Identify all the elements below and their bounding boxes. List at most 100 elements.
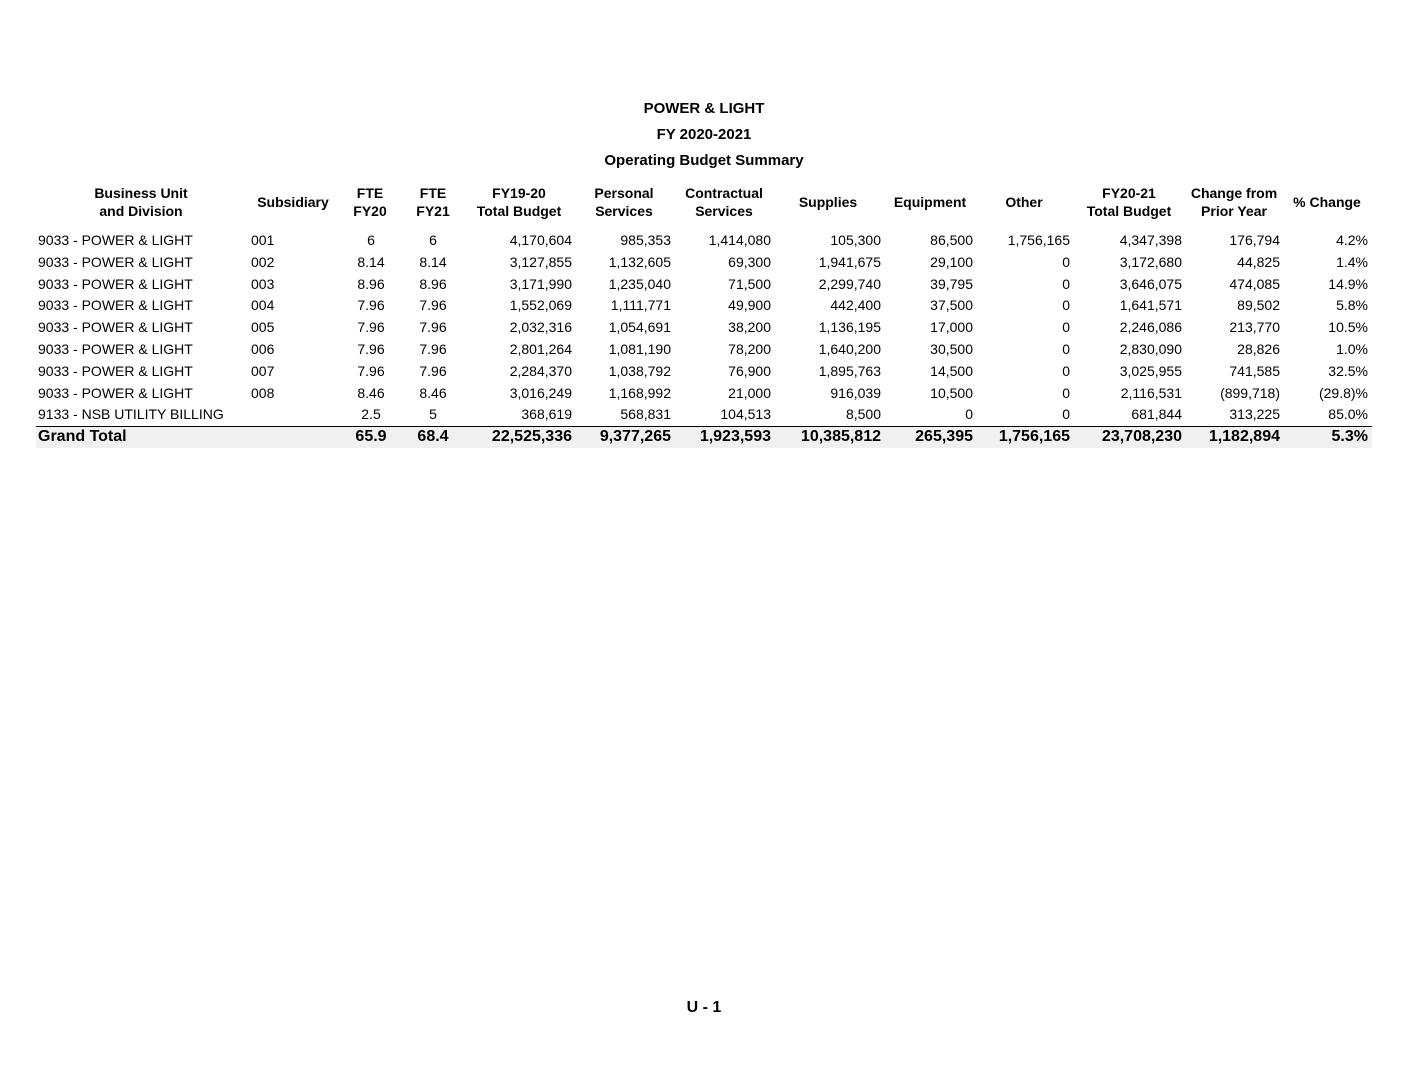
table-cell: 1,640,200 [818,341,881,357]
table-cell: 368,619 [521,406,572,423]
table-cell: 10,500 [930,384,973,401]
table-cell: 0 [1062,406,1070,423]
table-cell: 442,400 [830,297,881,314]
table-cell: 1,641,571 [1119,297,1182,314]
table-cell: 2,032,316 [509,319,572,336]
table-cell: 1,168,992 [608,384,671,401]
column-header: Supplies [798,194,858,210]
table-cell: 14,500 [930,362,973,379]
table-cell: 7.96 [357,319,385,336]
table-cell: 916,039 [830,384,881,401]
table-cell: 1,941,675 [818,253,881,270]
table-cell: 8.96 [419,275,447,292]
column-header: FY20-21 [1102,185,1156,201]
table-cell: 2,284,370 [509,362,572,379]
table-cell: (899,718) [1220,384,1280,401]
table-cell: 28,826 [1237,341,1280,357]
total-cell: 23,708,230 [1101,428,1182,445]
table-cell: 6 [429,232,437,248]
table-cell: 9033 - POWER & LIGHT [38,384,193,401]
table-cell: 7.96 [357,362,385,379]
total-cell: 1,182,894 [1208,428,1280,445]
table-cell: 568,831 [620,406,671,423]
table-cell: 0 [1062,253,1070,270]
total-cell: 9,377,265 [599,428,671,445]
table-cell: 78,200 [728,341,771,357]
table-cell: 7.96 [357,341,385,357]
table-cell: 9033 - POWER & LIGHT [38,341,193,357]
table-cell: 7.96 [419,341,447,357]
table-cell: 2.5 [361,406,381,423]
column-header: FY19-20 [492,185,546,201]
table-cell: 1,132,605 [608,253,671,270]
table-cell: 2,299,740 [818,275,881,292]
column-header: Change from [1190,185,1278,201]
table-cell: 313,225 [1229,406,1280,423]
table-cell: 8,500 [845,406,881,423]
column-header: Total Budget [1086,203,1172,219]
table-cell: 1,235,040 [608,275,671,292]
table-cell: 105,300 [830,232,881,248]
column-header: Other [1005,194,1043,210]
column-header: FY20 [353,203,387,219]
table-cell: 2,801,264 [509,341,572,357]
table-cell: 0 [1062,297,1070,314]
table-cell: 1.0% [1336,341,1368,357]
table-cell: 1,136,195 [818,319,881,336]
subtitle: FY 2020-2021 [656,126,752,143]
table-cell: 30,500 [930,341,973,357]
table-cell: 5.8% [1336,297,1368,314]
table-cell: 71,500 [728,275,771,292]
table-cell: 8.46 [357,384,385,401]
table-cell: 5 [429,406,437,423]
table-cell: 32.5% [1328,362,1368,379]
table-cell: 004 [251,297,275,314]
table-cell: 0 [1062,319,1070,336]
table-cell: 3,025,955 [1119,362,1182,379]
table-cell: 4.2% [1336,232,1368,248]
column-header: Business Unit [94,185,188,201]
column-header: and Division [99,203,183,219]
table-cell: 8.46 [419,384,447,401]
table-cell: 49,900 [728,297,771,314]
table-cell: 001 [251,232,275,248]
column-header: Prior Year [1201,203,1267,219]
table-cell: 2,246,086 [1119,319,1182,336]
table-cell: 0 [1062,275,1070,292]
table-cell: 38,200 [728,319,771,336]
table-cell: 7.96 [357,297,385,314]
table-cell: 1,038,792 [608,362,671,379]
table-cell: 985,353 [620,232,671,248]
table-cell: 4,170,604 [509,232,572,248]
table-cell: 002 [251,253,275,270]
table-cell: 1,895,763 [818,362,881,379]
table-cell: 85.0% [1328,406,1368,423]
table-cell: 17,000 [930,319,973,336]
table-cell: 3,171,990 [509,275,572,292]
column-header: Equipment [893,194,967,210]
table-cell: 39,795 [930,275,973,292]
page-number: U - 1 [686,999,722,1016]
table-cell: 8.96 [357,275,385,292]
column-header: Personal [594,185,654,201]
table-cell: 0 [1062,362,1070,379]
column-header: Contractual [685,185,763,201]
table-cell: 681,844 [1131,406,1182,423]
table-cell: 005 [251,319,275,336]
total-cell: 68.4 [417,428,449,445]
table-cell: 213,770 [1229,319,1280,336]
table-cell: 1,552,069 [509,297,572,314]
table-cell: 1,081,190 [608,341,671,357]
table-cell: 104,513 [720,406,771,423]
table-cell: 8.14 [357,253,385,270]
table-cell: (29.8)% [1318,384,1368,401]
table-cell: 7.96 [419,362,447,379]
table-cell: 1,054,691 [608,319,671,336]
table-cell: 007 [251,362,275,379]
table-cell: 3,127,855 [509,253,572,270]
table-cell: 9033 - POWER & LIGHT [38,319,193,336]
column-header: % Change [1293,194,1361,210]
column-header: Services [695,203,753,219]
total-cell: 265,395 [915,428,973,445]
